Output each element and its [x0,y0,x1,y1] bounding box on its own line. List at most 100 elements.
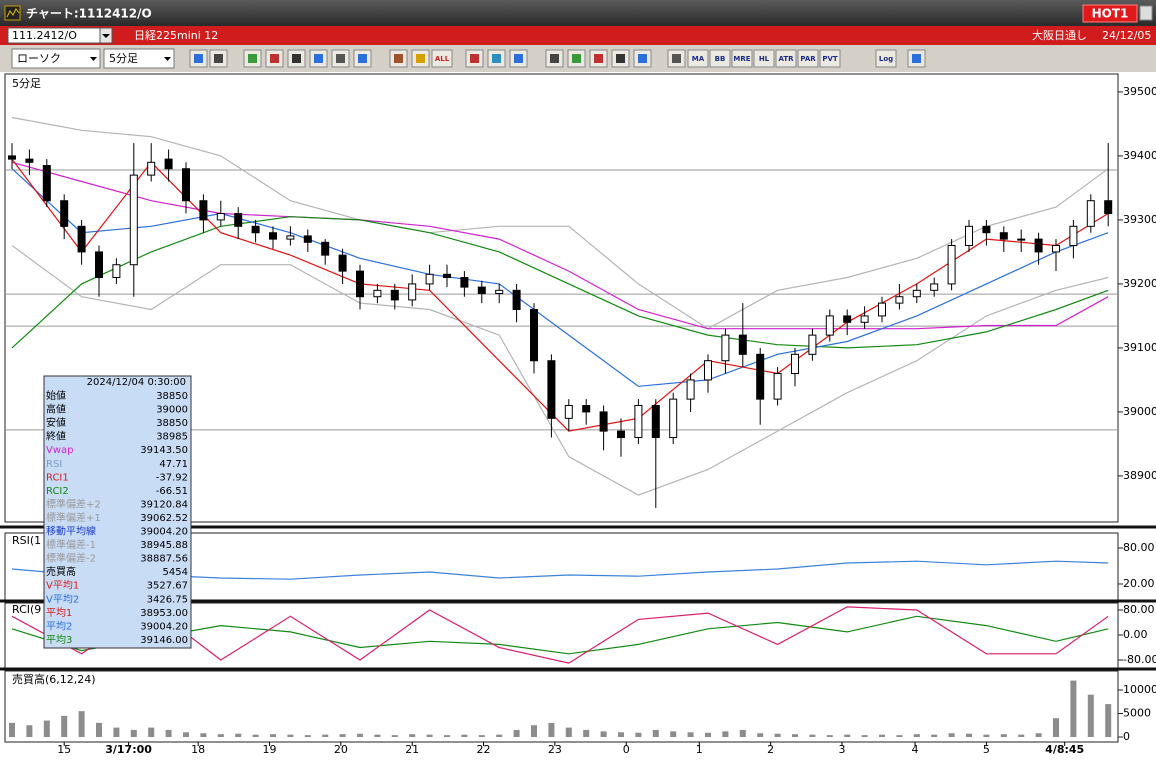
candle-body [1034,238,1043,253]
tooltip-label: 標準偏差+2 [46,497,101,510]
symbol-code[interactable]: 111.2412/O [12,29,77,42]
toolbar-button-label[interactable]: PVT [822,55,838,63]
volume-bar [792,734,798,737]
toolbar-button-label[interactable]: MA [692,55,705,63]
panel-label: 売買高(6,12,24) [12,672,96,686]
toolbar-button-label[interactable]: ATR [778,55,794,63]
volume-bar [548,722,555,737]
toolbar-button[interactable] [709,49,731,68]
volume-bar [78,711,85,737]
toolbar-button[interactable] [687,49,709,68]
volume-bar [879,734,885,737]
tooltip-label: 標準偏差-1 [46,538,96,551]
title-bar [0,0,1156,26]
toolbar-glyph [314,54,323,63]
toolbar-button[interactable] [753,49,775,68]
tooltip-value: 3426.75 [147,594,188,605]
candle-body [25,158,34,163]
toolbar-button[interactable] [775,49,797,68]
candle-body [95,251,103,279]
toolbar-button[interactable] [875,49,897,68]
toolbar-button-label[interactable]: MRE [733,55,750,63]
chart-type[interactable]: ローソク [17,52,61,65]
candle-body [651,405,660,439]
toolbar-button-label[interactable]: PAR [800,55,816,63]
x-tick-label: 21 [405,743,419,756]
period-select[interactable] [103,48,175,69]
tooltip-value: 39004.20 [140,621,188,632]
candle-body [1086,200,1095,227]
volume-bar [1087,694,1094,737]
toolbar-glyph [394,54,403,63]
volume-bar [200,733,207,737]
candle-body [1052,245,1060,253]
volume-bar [113,727,120,737]
x-tick-label: 23 [548,743,562,756]
volume-bar [9,722,15,737]
candle-body [930,283,939,291]
toolbar-button-label[interactable]: Log [879,55,893,63]
volume-bar [983,734,990,737]
candle-body [182,168,190,202]
y-tick-label: 39500 [1123,85,1156,98]
candle-body [269,232,277,240]
volume-bar [1070,680,1077,737]
volume-bar [652,729,659,737]
y-tick-label: -80.00 [1123,653,1156,666]
tooltip-label: 始値 [46,389,66,402]
toolbar-button-label[interactable]: HL [759,55,770,63]
tooltip-value: 3527.67 [147,581,188,592]
tooltip-value: 39004.20 [140,527,188,538]
chart-type-select[interactable] [11,48,101,69]
toolbar-button[interactable] [431,49,453,68]
candle-body [912,289,921,298]
hot-button[interactable] [1082,4,1138,23]
indicator-line [11,116,1109,330]
toolbar-button-label[interactable]: ALL [435,55,450,63]
candle-body [1069,225,1078,247]
toolbar-glyph [672,54,681,63]
tooltip-label: RCI2 [46,486,69,497]
candle-body [373,289,382,298]
candle-body [408,283,417,301]
toolbar-glyph [248,54,257,63]
indicator-line [11,168,1109,387]
candle-body [843,315,852,323]
candle-body [147,161,156,176]
dropdown-arrow [164,57,171,61]
toolbar-button[interactable] [731,49,753,68]
candle-body [669,398,678,439]
toolbar-button[interactable] [819,49,841,68]
tooltip [43,375,192,649]
tooltip-label: 終値 [46,430,66,443]
candle-body [216,213,225,221]
window-button[interactable] [1139,5,1153,21]
period[interactable]: 5分足 [109,52,138,65]
symbol-name: 日経225mini 12 [134,29,218,42]
candle-body [234,213,243,227]
volume-bar [165,729,172,737]
toolbar-glyph [912,54,921,63]
x-tick-label: 4 [912,743,919,756]
y-tick-label: 80.00 [1123,541,1155,554]
tooltip-value: 47.71 [159,459,188,470]
volume-bar [966,733,972,737]
volume-bar [478,735,485,737]
candle-body [756,353,765,400]
hot-button-label[interactable]: HOT1 [1092,7,1129,21]
candle-body [738,334,747,355]
tooltip-value: 39062.52 [140,513,188,524]
volume-bar [339,734,346,737]
toolbar-glyph [358,54,367,63]
toolbar-button[interactable] [797,49,819,68]
volume-bar [739,729,746,737]
y-tick-label: 39100 [1123,341,1156,354]
x-tick-label: 20 [334,743,348,756]
candle-body [878,302,886,317]
toolbar-button-label[interactable]: BB [715,55,726,63]
indicator-line [11,560,1109,580]
candle-body [808,334,817,355]
app-icon-graph [6,8,20,18]
candle-body [947,245,956,285]
